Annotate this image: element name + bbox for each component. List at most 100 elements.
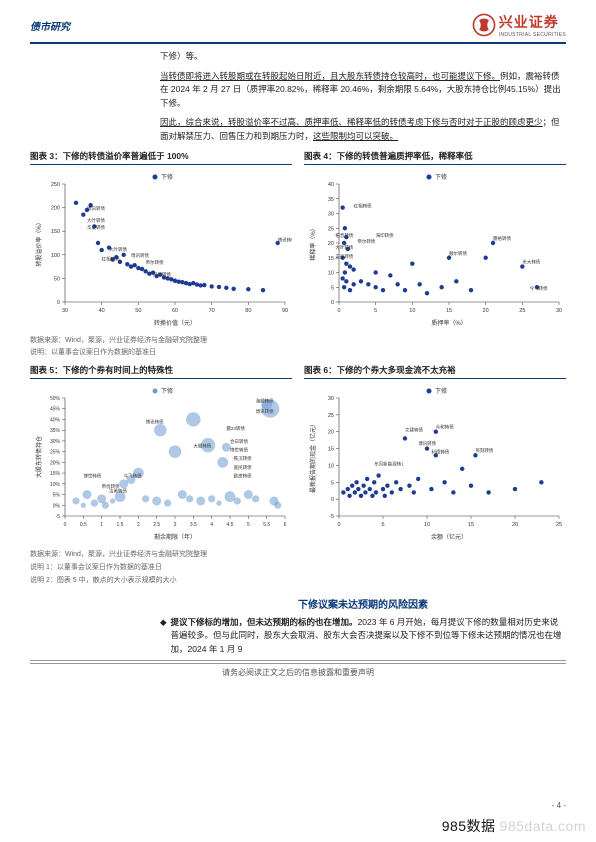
bullet-bold: 提议下修标的增加，但未达预期的标的也在增加。 [171, 617, 358, 627]
svg-text:80: 80 [245, 308, 251, 314]
svg-text:大顺转债: 大顺转债 [193, 443, 211, 450]
svg-text:洁美转债: 洁美转债 [109, 488, 127, 495]
chart5: 00.511.522.533.544.555.56-50%5%10%15%20%… [30, 382, 292, 542]
svg-text:50: 50 [54, 276, 60, 282]
watermark: 985数据 985data.com [442, 816, 586, 836]
svg-text:5%: 5% [53, 493, 61, 499]
svg-text:20: 20 [483, 308, 489, 314]
svg-text:-5: -5 [56, 514, 61, 520]
svg-text:25%: 25% [50, 450, 61, 456]
svg-text:30: 30 [328, 396, 334, 402]
svg-text:3.5: 3.5 [190, 522, 197, 528]
footer-text: 请务必阅读正文之后的信息披露和重要声明 [0, 667, 596, 678]
svg-text:70: 70 [209, 308, 215, 314]
footer-rule-1 [30, 660, 566, 661]
svg-text:10: 10 [409, 308, 415, 314]
bullet-icon: ◆ [160, 616, 167, 657]
svg-text:0: 0 [337, 308, 340, 314]
source-row1-1: 数据来源：Wind，聚源，兴业证券经济与金融研究院整理 [30, 336, 566, 346]
svg-text:东风新能源转1: 东风新能源转1 [374, 461, 404, 468]
svg-text:20: 20 [512, 522, 518, 528]
svg-text:40: 40 [328, 182, 334, 188]
chart3: 30405060708090050100150200250下修博讯转债大叶转债华… [30, 168, 292, 328]
p3a: 因此，综合来说，转股溢价率不过高、质押率低、稀释率低的转债考虑下修与否时对于正股… [160, 117, 543, 127]
svg-text:质押率（%）: 质押率（%） [431, 319, 466, 327]
svg-text:英刻转债: 英刻转债 [475, 447, 493, 454]
svg-text:华友转债: 华友转债 [87, 223, 105, 230]
svg-text:60: 60 [172, 308, 178, 314]
svg-text:15%: 15% [50, 471, 61, 477]
paragraph-3: 因此，综合来说，转股溢价率不过高、质押率低、稀释率低的转债考虑下修与否时对于正股… [160, 116, 566, 143]
svg-text:富民转债: 富民转债 [234, 464, 252, 471]
svg-text:10: 10 [424, 522, 430, 528]
svg-text:2.5: 2.5 [153, 522, 160, 528]
svg-text:4: 4 [210, 522, 213, 528]
svg-text:25: 25 [556, 522, 562, 528]
svg-text:3: 3 [174, 522, 177, 528]
chart6: 0510152025-5051015202530下修文建转债众和转债博讯转债利德… [304, 382, 566, 542]
chart5-title: 图表 5：下修的个券有时间上的特殊性 [30, 364, 292, 379]
svg-text:博世转债: 博世转债 [230, 447, 248, 454]
svg-text:5: 5 [331, 480, 334, 486]
source-row2-2: 说明 1：以董事会议案日作为数据的基准日 [30, 563, 566, 573]
svg-text:震23转债: 震23转债 [226, 425, 245, 432]
svg-text:今飞转债: 今飞转债 [124, 473, 142, 480]
chart3-title: 图表 3：下修的转债溢价率普遍低于 100% [30, 150, 292, 165]
p3c: 这些限制均可以突破。 [313, 131, 398, 141]
svg-text:45%: 45% [50, 407, 61, 413]
svg-text:20: 20 [328, 430, 334, 436]
svg-text:50%: 50% [50, 396, 61, 402]
page-header: 债市研究 兴业证券 INDUSTRIAL SECURITIES [0, 0, 596, 42]
svg-text:下修: 下修 [435, 173, 447, 181]
svg-text:4.5: 4.5 [227, 522, 234, 528]
svg-text:大叶转债: 大叶转债 [109, 246, 127, 253]
svg-text:40%: 40% [50, 418, 61, 424]
chart-row-2: 图表 5：下修的个券有时间上的特殊性 00.511.522.533.544.55… [30, 364, 566, 547]
watermark-left: 985数据 [442, 816, 496, 836]
logo-text-cn: 兴业证券 [499, 12, 566, 32]
svg-text:合日转债: 合日转债 [230, 438, 248, 445]
svg-text:海顺转债: 海顺转债 [256, 397, 274, 404]
svg-text:帝尔转债: 帝尔转债 [146, 259, 164, 266]
svg-text:博讯转债: 博讯转债 [278, 236, 292, 243]
svg-text:下修: 下修 [161, 173, 173, 181]
svg-text:大股东转债持仓: 大股东转债持仓 [35, 436, 43, 478]
svg-text:35: 35 [328, 196, 334, 202]
svg-text:下修: 下修 [435, 387, 447, 395]
svg-text:拓普转债: 拓普转债 [335, 232, 353, 239]
bullet-paragraph: ◆ 提议下修标的增加，但未达预期的标的也在增加。2023 年 6 月开始，每月提… [160, 616, 566, 657]
svg-text:30: 30 [556, 308, 562, 314]
chart6-title: 图表 6：下修的个券大多现金流不太充裕 [304, 364, 566, 379]
svg-text:震裕转债: 震裕转债 [493, 235, 511, 242]
svg-text:博讯转债: 博讯转债 [146, 419, 164, 426]
watermark-right: 985data.com [500, 818, 586, 834]
svg-text:20%: 20% [50, 461, 61, 467]
svg-text:1.5: 1.5 [117, 522, 124, 528]
svg-text:大叶转债: 大叶转债 [87, 216, 105, 223]
svg-text:30%: 30% [50, 439, 61, 445]
svg-text:利德转债: 利德转债 [431, 449, 449, 456]
svg-text:5: 5 [381, 522, 384, 528]
svg-text:正丹转债: 正丹转债 [335, 252, 353, 259]
svg-text:25: 25 [328, 413, 334, 419]
svg-text:100: 100 [51, 252, 60, 258]
paragraph-1: 下修）等。 [160, 50, 566, 64]
svg-text:10%: 10% [50, 482, 61, 488]
svg-text:0: 0 [64, 522, 67, 528]
footer-rule-2 [30, 663, 566, 664]
svg-text:15: 15 [328, 255, 334, 261]
svg-text:博讯转债: 博讯转债 [418, 440, 436, 447]
svg-text:-5: -5 [329, 514, 334, 520]
svg-text:最新报告期的现金（亿元）: 最新报告期的现金（亿元） [309, 421, 317, 493]
svg-text:0: 0 [57, 300, 60, 306]
svg-text:250: 250 [51, 182, 60, 188]
svg-text:大叶转债: 大叶转债 [335, 243, 353, 250]
svg-text:红相转债: 红相转债 [102, 255, 120, 262]
source-row1-2: 说明：以董事会议案日作为数据的基准日 [30, 348, 566, 358]
svg-text:0: 0 [331, 300, 334, 306]
svg-text:0.5: 0.5 [80, 522, 87, 528]
svg-text:博讯转债: 博讯转债 [256, 408, 274, 415]
p2-underlined: 当转债即将进入转股期或在转股起始日附近，且大股东转债持仓较高时，也可能提议下修。 [160, 71, 500, 81]
chart-row-1: 图表 3：下修的转债溢价率普遍低于 100% 30405060708090050… [30, 150, 566, 333]
svg-text:博讯转债: 博讯转债 [131, 252, 149, 259]
